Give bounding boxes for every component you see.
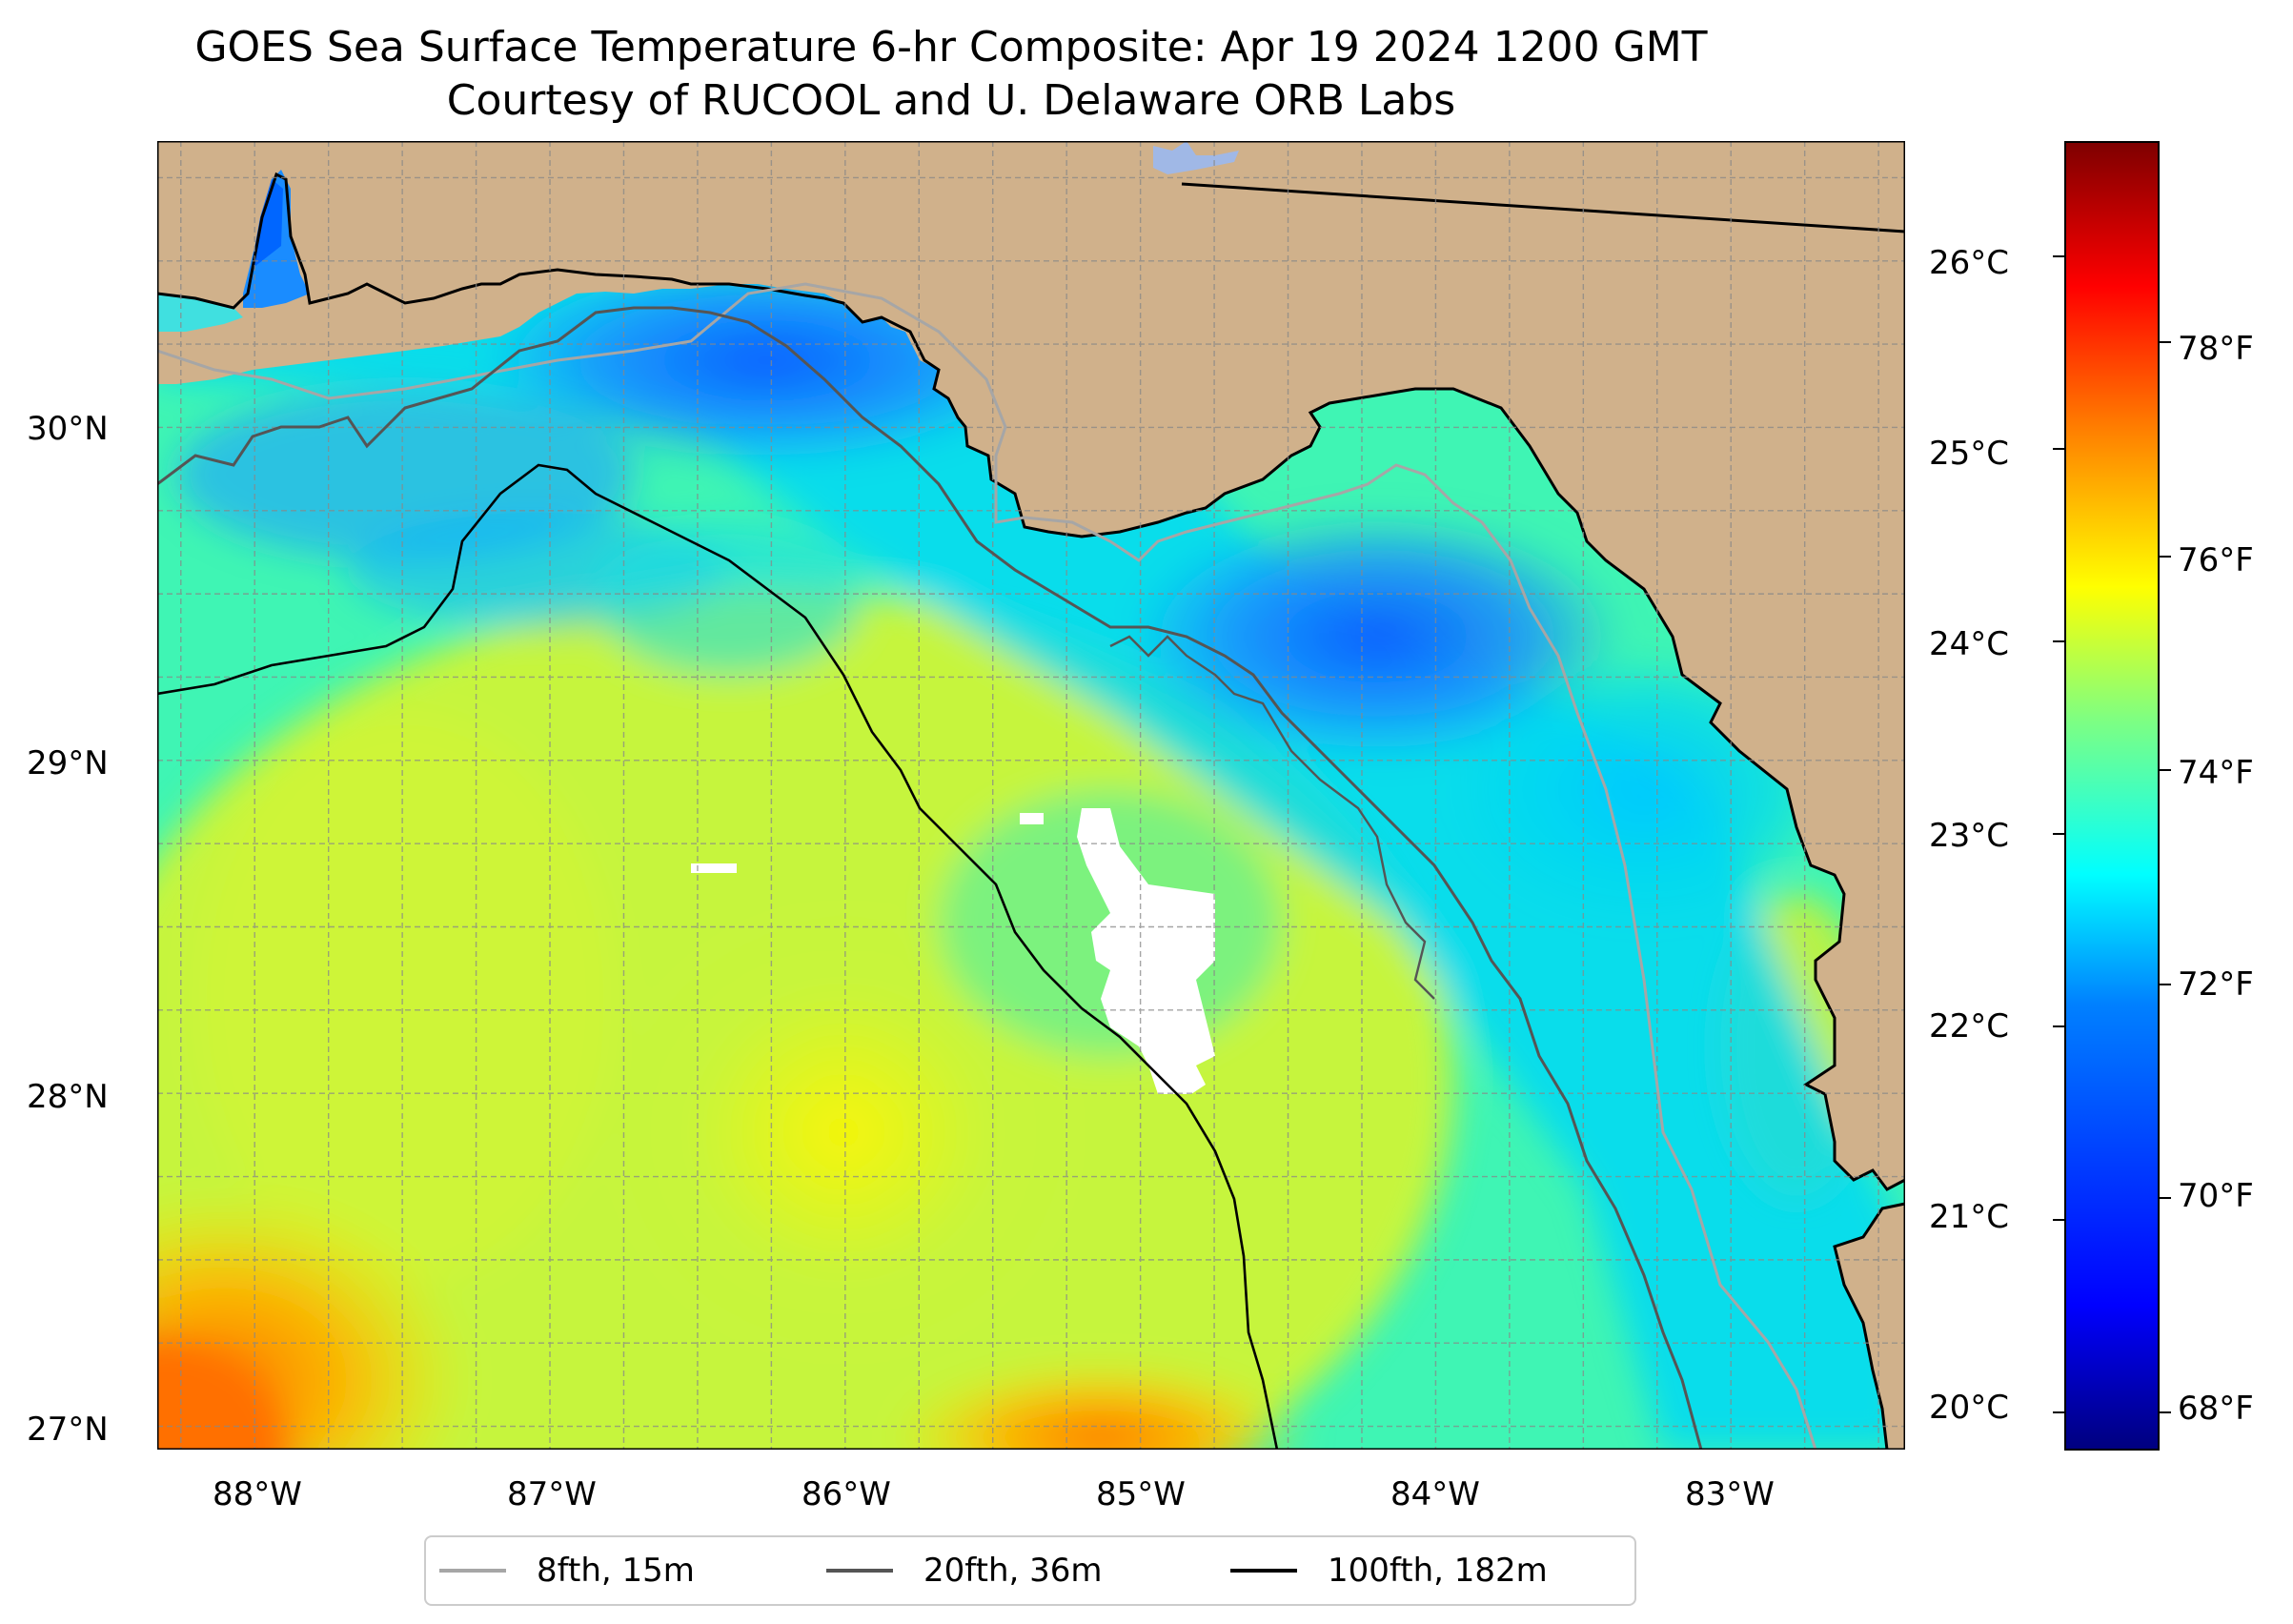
temperature-colorbar — [2064, 141, 2160, 1451]
fahrenheit-tick — [2160, 1411, 2171, 1413]
legend-item-100fth: 100fth, 182m — [1230, 1537, 1548, 1604]
lat-label-29: 29°N — [27, 744, 109, 782]
isobath-100fth — [157, 463, 1279, 1450]
chart-title: GOES Sea Surface Temperature 6-hr Compos… — [194, 23, 1708, 71]
legend-label-8fth: 8fth, 15m — [537, 1552, 695, 1590]
lat-label-27: 27°N — [27, 1411, 109, 1449]
fahrenheit-label-74: 74°F — [2178, 754, 2254, 792]
land-north — [157, 141, 1905, 1450]
fahrenheit-label-78: 78°F — [2178, 330, 2254, 368]
celsius-tick — [2053, 255, 2064, 258]
lat-label-28: 28°N — [27, 1078, 109, 1116]
celsius-label-20: 20°C — [1929, 1389, 2010, 1427]
fahrenheit-tick — [2160, 1197, 2171, 1200]
lat-label-30: 30°N — [27, 410, 109, 448]
legend-swatch-100fth — [1230, 1569, 1297, 1573]
lon-label-88: 88°W — [213, 1475, 302, 1513]
celsius-label-25: 25°C — [1929, 435, 2010, 473]
lon-label-85: 85°W — [1096, 1475, 1186, 1513]
fahrenheit-label-72: 72°F — [2178, 965, 2254, 1004]
celsius-tick — [2053, 1411, 2064, 1413]
celsius-label-24: 24°C — [1929, 625, 2010, 663]
celsius-label-21: 21°C — [1929, 1198, 2010, 1236]
isobath-legend: 8fth, 15m 20fth, 36m 100fth, 182m — [424, 1535, 1636, 1606]
fahrenheit-tick — [2160, 983, 2171, 985]
fahrenheit-tick — [2160, 341, 2171, 344]
isobath-8fth — [157, 282, 1817, 1450]
celsius-label-22: 22°C — [1929, 1007, 2010, 1045]
legend-swatch-20fth — [826, 1569, 893, 1573]
fahrenheit-tick — [2160, 769, 2171, 772]
fahrenheit-tick — [2160, 555, 2171, 558]
fahrenheit-label-68: 68°F — [2178, 1390, 2254, 1428]
celsius-tick — [2053, 1025, 2064, 1028]
legend-item-8fth: 8fth, 15m — [439, 1537, 695, 1604]
legend-label-100fth: 100fth, 182m — [1328, 1552, 1548, 1590]
celsius-label-23: 23°C — [1929, 817, 2010, 855]
celsius-tick — [2053, 833, 2064, 836]
lon-label-86: 86°W — [802, 1475, 891, 1513]
chart-subtitle: Courtesy of RUCOOL and U. Delaware ORB L… — [446, 76, 1456, 125]
celsius-tick — [2053, 1218, 2064, 1221]
cloud-patch — [1077, 808, 1215, 1094]
celsius-label-26: 26°C — [1929, 244, 2010, 282]
coastline — [157, 172, 825, 310]
isobath-20fth — [157, 306, 1703, 1450]
sst-map[interactable] — [157, 141, 1905, 1450]
legend-swatch-8fth — [439, 1569, 506, 1573]
legend-label-20fth: 20fth, 36m — [923, 1552, 1103, 1590]
legend-item-20fth: 20fth, 36m — [826, 1537, 1103, 1604]
fahrenheit-label-76: 76°F — [2178, 541, 2254, 579]
fahrenheit-label-70: 70°F — [2178, 1177, 2254, 1215]
celsius-tick — [2053, 640, 2064, 643]
lon-label-84: 84°W — [1390, 1475, 1480, 1513]
celsius-tick — [2053, 448, 2064, 451]
lon-label-83: 83°W — [1685, 1475, 1775, 1513]
lon-label-87: 87°W — [507, 1475, 597, 1513]
